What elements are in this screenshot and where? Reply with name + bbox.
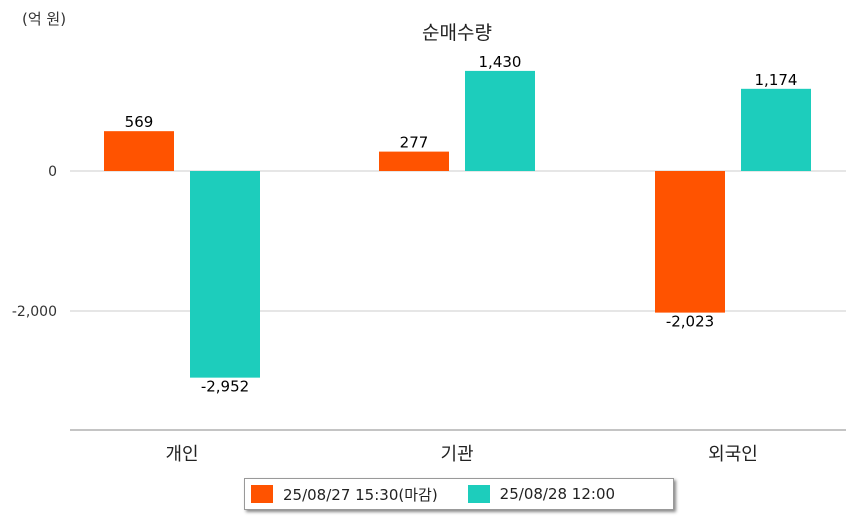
x-tick-label: 기관 [440, 444, 473, 465]
data-label: 277 [400, 134, 429, 152]
data-label: -2,952 [201, 378, 249, 396]
y-tick-label: 0 [48, 164, 57, 180]
legend-item-series-1[interactable]: 25/08/27 15:30(마감) [251, 484, 438, 505]
legend-swatch-series-1 [251, 485, 273, 503]
x-tick-label: 개인 [165, 444, 198, 465]
bar [655, 171, 725, 313]
legend-swatch-series-2 [467, 485, 490, 503]
x-tick-label: 외국인 [708, 444, 758, 465]
legend-label-series-2: 25/08/28 12:00 [499, 485, 616, 503]
bar [465, 70, 535, 171]
legend-item-series-2[interactable]: 25/08/28 12:00 [467, 485, 616, 503]
data-label: -2,023 [666, 313, 714, 331]
bar [379, 151, 449, 171]
data-label: 569 [125, 113, 154, 131]
bar-chart: 0 -2,000 569 277 -2,023 -2,952 1,430 1,174 개인 기관 외… [12, 53, 846, 465]
y-tick-label: -2,000 [12, 304, 57, 320]
unit-label: (억 원) [22, 10, 67, 28]
chart-title: 순매수량 [422, 22, 492, 44]
legend: 25/08/27 15:30(마감) 25/08/28 12:00 [244, 478, 674, 510]
bar [741, 88, 811, 171]
legend-label-series-1: 25/08/27 15:30(마감) [283, 485, 438, 504]
bar [104, 131, 174, 171]
data-label: 1,174 [755, 71, 798, 89]
bar [190, 171, 260, 378]
data-label: 1,430 [479, 53, 522, 71]
